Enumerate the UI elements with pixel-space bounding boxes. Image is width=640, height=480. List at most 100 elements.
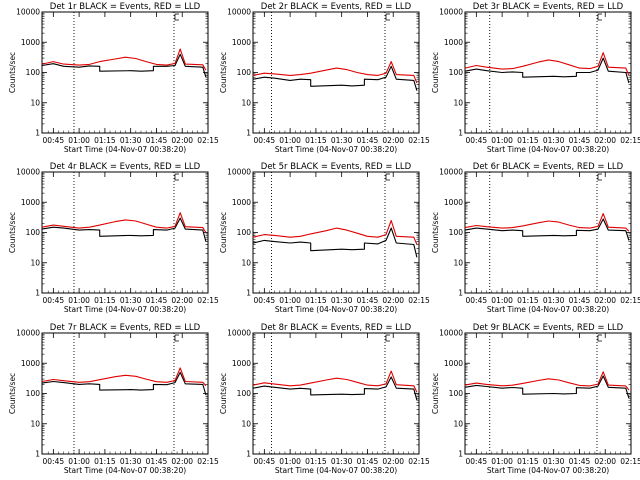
y-tick-label: 1 (458, 450, 463, 459)
y-tick-label: 1000 (21, 38, 40, 47)
interval-marker (597, 174, 602, 181)
x-tick-label: 01:15 (517, 296, 539, 305)
x-tick-label: 02:00 (171, 296, 193, 305)
y-tick-label: 1000 (444, 38, 463, 47)
series-events-line (464, 218, 630, 241)
panel-det-8: Det 8r BLACK = Events, RED = LLD 1 10 100 10… (219, 323, 430, 475)
x-tick-label: 00:45 (43, 457, 65, 466)
y-tick-label: 10000 (16, 8, 40, 17)
x-tick-label: 01:00 (491, 136, 513, 145)
interval-marker (385, 174, 390, 181)
x-tick-label: 01:00 (279, 296, 301, 305)
y-tick-label: 100 (237, 228, 252, 237)
panel-title: Det 7r BLACK = Events, RED = LLD (50, 323, 201, 333)
x-tick-label: 02:15 (620, 136, 640, 145)
x-tick-label: 01:45 (146, 457, 168, 466)
series-lld-line (464, 52, 630, 76)
series-events-line (252, 376, 418, 401)
plot-frame (252, 332, 420, 455)
y-tick-label: 10 (453, 98, 463, 107)
x-tick-label: 00:45 (466, 296, 488, 305)
y-tick-label: 100 (26, 228, 41, 237)
y-axis-label: Counts/sec (8, 52, 17, 93)
x-axis-label: Start Time (04-Nov-07 00:38:20) (275, 305, 397, 314)
series-events-line (464, 57, 630, 84)
x-axis-label: Start Time (04-Nov-07 00:38:20) (64, 466, 186, 475)
y-axis-label: Counts/sec (431, 373, 440, 414)
y-tick-label: 10 (453, 419, 463, 428)
x-tick-label: 01:45 (569, 457, 591, 466)
y-axis-label: Counts/sec (219, 212, 228, 253)
interval-marker (385, 14, 390, 21)
x-axis-label: Start Time (04-Nov-07 00:38:20) (487, 466, 609, 475)
x-tick-label: 01:15 (517, 136, 539, 145)
interval-marker (174, 335, 179, 342)
y-tick-label: 1000 (444, 198, 463, 207)
series-lld-line (41, 48, 207, 71)
interval-marker (174, 174, 179, 181)
interval-marker (597, 14, 602, 21)
series-lld-line (464, 371, 630, 391)
y-tick-label: 10 (30, 98, 40, 107)
panel-det-7: Det 7r BLACK = Events, RED = LLD 1 10 100 10… (8, 323, 219, 475)
panel-title: Det 2r BLACK = Events, RED = LLD (261, 2, 412, 12)
y-tick-label: 100 (449, 228, 464, 237)
panel-det-2: Det 2r BLACK = Events, RED = LLD 1 10 100 10… (219, 2, 430, 154)
x-tick-label: 02:15 (197, 296, 219, 305)
interval-marker (597, 335, 602, 342)
x-tick-label: 02:00 (594, 457, 616, 466)
x-tick-label: 02:15 (408, 296, 430, 305)
y-tick-label: 100 (26, 68, 41, 77)
y-tick-label: 1000 (232, 198, 251, 207)
y-axis-label: Counts/sec (219, 373, 228, 414)
series-events-line (464, 375, 630, 399)
interval-marker (385, 335, 390, 342)
x-tick-label: 01:45 (357, 296, 379, 305)
panel-det-6: Det 6r BLACK = Events, RED = LLD 1 10 100 10… (431, 162, 640, 314)
series-events-line (252, 227, 418, 258)
y-tick-label: 10 (241, 258, 251, 267)
x-tick-label: 01:15 (305, 296, 327, 305)
y-axis-label: Counts/sec (8, 373, 17, 414)
x-tick-label: 02:00 (382, 457, 404, 466)
x-axis-label: Start Time (04-Nov-07 00:38:20) (275, 145, 397, 154)
x-tick-label: 02:15 (197, 136, 219, 145)
panel-det-4: Det 4r BLACK = Events, RED = LLD 1 10 100 10… (8, 162, 219, 314)
x-tick-label: 01:45 (357, 457, 379, 466)
x-tick-label: 01:45 (569, 136, 591, 145)
x-tick-label: 00:45 (466, 136, 488, 145)
series-events-line (41, 217, 207, 242)
y-tick-label: 1000 (21, 359, 40, 368)
x-tick-label: 01:30 (120, 296, 142, 305)
x-tick-label: 01:00 (68, 136, 90, 145)
x-tick-label: 01:00 (279, 136, 301, 145)
plot-frame (252, 171, 420, 294)
x-axis-label: Start Time (04-Nov-07 00:38:20) (64, 145, 186, 154)
x-tick-label: 01:15 (94, 457, 116, 466)
series-lld-line (41, 212, 207, 233)
x-tick-label: 01:30 (120, 136, 142, 145)
x-tick-label: 02:15 (620, 296, 640, 305)
y-tick-label: 1 (246, 129, 251, 138)
x-tick-label: 01:30 (543, 296, 565, 305)
panel-title: Det 6r BLACK = Events, RED = LLD (473, 162, 624, 172)
x-tick-label: 01:30 (543, 457, 565, 466)
y-tick-label: 1000 (232, 38, 251, 47)
y-tick-label: 10000 (439, 168, 463, 177)
x-tick-label: 01:45 (146, 296, 168, 305)
plot-frame (41, 332, 209, 455)
panel-det-3: Det 3r BLACK = Events, RED = LLD 1 10 100 10… (431, 2, 640, 154)
panel-title: Det 4r BLACK = Events, RED = LLD (50, 162, 201, 172)
y-tick-label: 10000 (439, 329, 463, 338)
y-tick-label: 1 (246, 289, 251, 298)
y-tick-label: 10 (241, 98, 251, 107)
x-tick-label: 01:45 (569, 296, 591, 305)
y-tick-label: 1000 (21, 198, 40, 207)
x-axis-label: Start Time (04-Nov-07 00:38:20) (64, 305, 186, 314)
series-lld-line (41, 367, 207, 387)
y-tick-label: 1 (35, 450, 40, 459)
x-tick-label: 01:00 (491, 296, 513, 305)
y-tick-label: 100 (449, 68, 464, 77)
y-axis-label: Counts/sec (431, 52, 440, 93)
